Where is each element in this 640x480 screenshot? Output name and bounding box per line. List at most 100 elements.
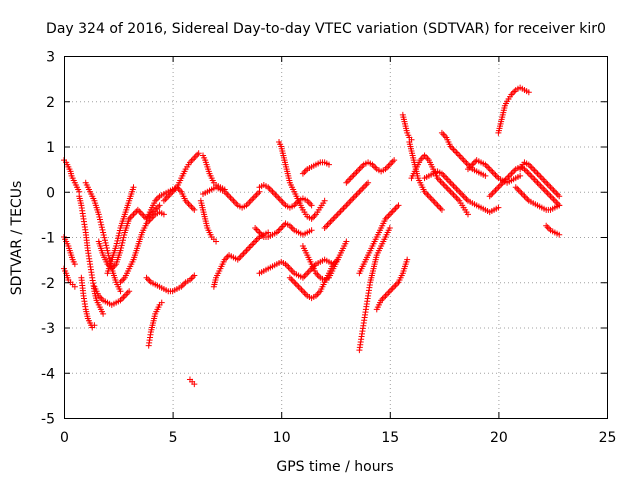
data-point bbox=[357, 164, 364, 171]
data-point bbox=[98, 221, 105, 228]
data-point bbox=[438, 129, 445, 136]
data-point bbox=[291, 279, 298, 286]
series-t42 bbox=[517, 159, 561, 198]
data-point bbox=[360, 184, 367, 191]
data-point bbox=[451, 148, 458, 155]
data-point bbox=[175, 185, 182, 192]
data-point bbox=[275, 227, 282, 234]
data-point bbox=[276, 226, 283, 233]
data-point bbox=[181, 280, 188, 287]
data-point bbox=[531, 167, 538, 174]
series-t1 bbox=[61, 157, 82, 193]
data-point bbox=[124, 289, 131, 296]
series-t2 bbox=[61, 234, 77, 265]
data-point bbox=[353, 191, 360, 198]
data-point bbox=[352, 193, 359, 200]
data-point bbox=[546, 191, 553, 198]
data-point bbox=[185, 200, 192, 207]
data-point bbox=[98, 224, 105, 231]
data-point bbox=[427, 194, 434, 201]
data-point bbox=[334, 211, 341, 218]
data-point bbox=[460, 157, 467, 164]
data-point bbox=[437, 205, 444, 212]
data-point bbox=[292, 280, 299, 287]
series-t28 bbox=[321, 181, 370, 231]
data-point bbox=[343, 238, 350, 245]
data-point bbox=[453, 149, 460, 156]
data-point bbox=[354, 190, 361, 197]
data-point bbox=[546, 182, 553, 189]
data-point bbox=[463, 196, 470, 203]
x-tick-label: 5 bbox=[169, 430, 178, 446]
data-point bbox=[444, 176, 451, 183]
data-point bbox=[283, 262, 290, 269]
data-point bbox=[224, 191, 231, 198]
data-point bbox=[250, 240, 257, 247]
data-point bbox=[301, 289, 308, 296]
data-point bbox=[425, 193, 432, 200]
data-point bbox=[467, 163, 474, 170]
data-point bbox=[236, 255, 243, 262]
data-point bbox=[191, 206, 198, 213]
data-point bbox=[344, 200, 351, 207]
data-point bbox=[491, 188, 498, 195]
data-point bbox=[253, 237, 260, 244]
data-point bbox=[285, 264, 292, 271]
data-point bbox=[117, 247, 124, 254]
y-axis-label: SDTVAR / TECUs bbox=[9, 181, 25, 296]
data-point bbox=[482, 172, 489, 179]
data-point bbox=[279, 199, 286, 206]
data-point bbox=[246, 199, 253, 206]
data-point bbox=[521, 193, 528, 200]
data-point bbox=[441, 182, 448, 189]
data-point bbox=[535, 172, 542, 179]
data-point bbox=[530, 175, 537, 182]
data-point bbox=[488, 191, 495, 198]
data-point bbox=[392, 205, 399, 212]
data-point bbox=[440, 131, 447, 138]
data-point bbox=[530, 166, 537, 173]
series-t22 bbox=[256, 181, 314, 211]
data-point bbox=[547, 193, 554, 200]
data-point bbox=[129, 212, 136, 219]
data-point bbox=[356, 188, 363, 195]
data-point bbox=[98, 295, 105, 302]
data-point bbox=[294, 282, 301, 289]
data-point bbox=[538, 184, 545, 191]
data-point bbox=[302, 291, 309, 298]
y-tick-label: 3 bbox=[46, 50, 55, 66]
data-point bbox=[146, 277, 153, 284]
data-point bbox=[537, 182, 544, 189]
data-point bbox=[525, 170, 532, 177]
data-point bbox=[389, 208, 396, 215]
series-t17 bbox=[200, 152, 226, 192]
data-point bbox=[324, 221, 331, 228]
data-point bbox=[453, 194, 460, 201]
data-point bbox=[289, 277, 296, 284]
data-point bbox=[105, 252, 112, 259]
data-point bbox=[543, 188, 550, 195]
data-point bbox=[162, 196, 169, 203]
data-point bbox=[551, 197, 558, 204]
series-t23 bbox=[276, 138, 327, 222]
data-point bbox=[391, 283, 398, 290]
data-point bbox=[440, 172, 447, 179]
data-point bbox=[297, 285, 304, 292]
data-point bbox=[301, 273, 308, 280]
chart-title: Day 324 of 2016, Sidereal Day-to-day VTE… bbox=[46, 21, 606, 37]
data-point bbox=[492, 187, 499, 194]
data-point bbox=[404, 256, 411, 263]
data-point bbox=[163, 194, 170, 201]
data-point bbox=[434, 202, 441, 209]
data-point bbox=[343, 202, 350, 209]
y-tick-label: 1 bbox=[46, 140, 55, 156]
data-point bbox=[298, 286, 305, 293]
data-point bbox=[450, 146, 457, 153]
data-point bbox=[230, 197, 237, 204]
series-t19 bbox=[200, 184, 262, 211]
data-point bbox=[278, 197, 285, 204]
data-point bbox=[281, 200, 288, 207]
axis-ticks: 0 5 10 15 20 25 -5 -4 -3 -2 -1 0 1 2 3 bbox=[41, 50, 616, 447]
data-point bbox=[350, 194, 357, 201]
data-point bbox=[527, 172, 534, 179]
